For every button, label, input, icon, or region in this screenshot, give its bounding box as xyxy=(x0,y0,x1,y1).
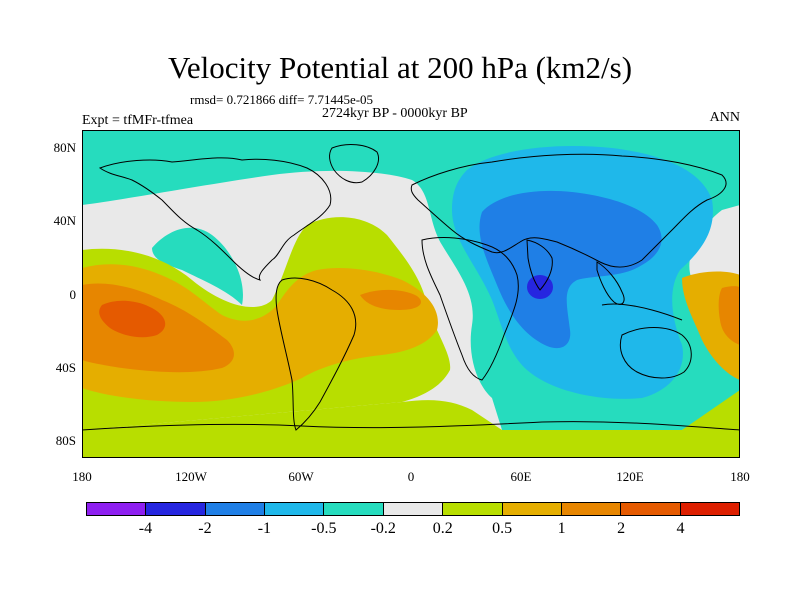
x-tick-label-180w: 180 xyxy=(72,469,92,484)
coast-north-america xyxy=(98,157,332,281)
x-tick-label-60w: 60W xyxy=(288,469,314,484)
colorbar-tick-label: 0.5 xyxy=(492,520,513,537)
map-border xyxy=(82,130,740,458)
colorbar xyxy=(86,502,740,516)
colorbar-tick-label: -2 xyxy=(198,520,212,537)
coast-antarctica xyxy=(82,421,740,431)
colorbar-box xyxy=(146,503,206,515)
coast-indonesia xyxy=(601,303,683,321)
season-label: ANN xyxy=(709,110,740,125)
coast-india xyxy=(526,239,553,291)
y-tick-label-40n: 40N xyxy=(53,213,76,228)
colorbar-tick-label: 4 xyxy=(676,520,685,537)
x-tick-label-0: 0 xyxy=(407,469,415,484)
colorbar-box xyxy=(265,503,325,515)
coast-eurasia xyxy=(410,153,727,268)
colorbar-tick-label: -4 xyxy=(138,520,153,537)
colorbar-box xyxy=(561,503,622,515)
x-tick-label-60e: 60E xyxy=(510,469,532,484)
x-tick-label-120w: 120W xyxy=(175,469,207,484)
rmsd-diff-stats: rmsd= 0.721866 diff= 7.71445e-05 xyxy=(190,92,374,107)
contour-red-orange-core xyxy=(99,300,166,338)
coast-australia xyxy=(619,327,692,379)
colorbar-box xyxy=(443,503,503,515)
y-tick-label-80s: 80S xyxy=(55,433,76,448)
time-period-label: 2724kyr BP - 0000kyr BP xyxy=(322,106,468,121)
colorbar-box xyxy=(621,503,681,515)
contour-map xyxy=(82,130,740,458)
colorbar-tick-label: -1 xyxy=(257,520,272,537)
y-tick-label-80n: 80N xyxy=(53,140,76,155)
x-tick-label-120e: 120E xyxy=(616,469,644,484)
colorbar-box xyxy=(205,503,266,515)
contour-deep-blue-core xyxy=(527,275,553,299)
colorbar-tick-label: 0.2 xyxy=(432,520,453,537)
coast-southeast-asia xyxy=(596,261,625,305)
contour-orange-atlantic xyxy=(360,289,421,310)
contour-teal-pacific xyxy=(152,227,243,305)
contour-lime-south xyxy=(82,390,740,458)
colorbar-box xyxy=(87,503,147,515)
contour-orange-east xyxy=(718,286,740,345)
contour-blue-region xyxy=(479,190,662,349)
y-tick-label-40s: 40S xyxy=(55,360,76,375)
coast-greenland xyxy=(329,144,379,184)
colorbar-tick-label: -0.2 xyxy=(370,520,396,537)
colorbar-box xyxy=(324,503,384,515)
colorbar-tick-label: -0.5 xyxy=(311,520,337,537)
colorbar-box xyxy=(383,503,444,515)
coast-africa xyxy=(421,237,519,381)
coast-south-america xyxy=(275,277,357,431)
experiment-label: Expt = tfMFr-tfmea xyxy=(82,113,194,128)
y-tick-label-0: 0 xyxy=(69,287,77,302)
map-title: Velocity Potential at 200 hPa (km2/s) xyxy=(167,50,633,85)
continent-outlines xyxy=(82,144,740,431)
x-tick-label-180e: 180 xyxy=(730,469,750,484)
colorbar-tick-label: 1 xyxy=(557,520,566,537)
colorbar-box xyxy=(502,503,562,515)
colorbar-tick-label: 2 xyxy=(617,520,626,537)
map-panel xyxy=(82,130,740,458)
colorbar-box xyxy=(680,503,739,515)
